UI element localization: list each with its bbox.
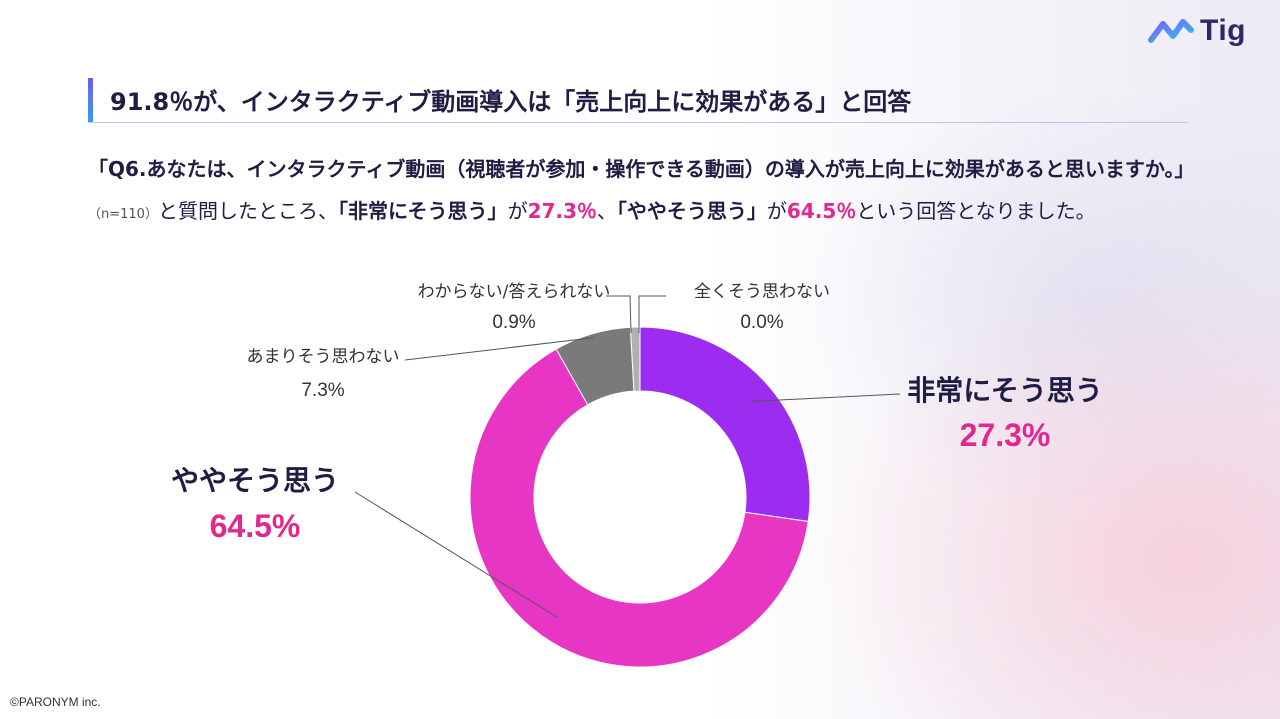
particle-ga-1: が — [507, 199, 528, 223]
heading-accent-bar — [88, 78, 93, 122]
slice-label-3: わからない/答えられない — [418, 282, 611, 302]
slice-value-2: 7.3% — [301, 380, 344, 401]
question-paragraph: 「Q6.あなたは、インタラクティブ動画（視聴者が参加・操作できる動画）の導入が売… — [88, 148, 1198, 236]
donut-slice-1 — [469, 348, 809, 668]
slice-value-1: 64.5% — [210, 508, 301, 544]
donut-hole — [535, 392, 745, 602]
question-text: 「Q6.あなたは、インタラクティブ動画（視聴者が参加・操作できる動画）の導入が売… — [88, 157, 1195, 181]
leader-line-3 — [606, 295, 632, 334]
leader-line-0 — [750, 393, 901, 402]
question-ending: という回答となりました。 — [856, 199, 1096, 223]
slide-heading: 91.8％が、インタラクティブ動画導入は「売上向上に効果がある」と回答 — [88, 74, 1188, 123]
answer-strongly-agree: 「非常にそう思う」 — [337, 199, 508, 223]
page-title: 91.8％が、インタラクティブ動画導入は「売上向上に効果がある」と回答 — [110, 88, 912, 116]
leader-line-2 — [404, 337, 594, 361]
donut-slice-0 — [639, 326, 811, 523]
brand-name: Tig — [1200, 14, 1246, 47]
sample-size: （n=110） — [88, 207, 158, 222]
particle-ga-2: が — [766, 199, 787, 223]
brand-logo: Tig — [1148, 14, 1246, 48]
pct-strongly-agree: 27.3％ — [527, 199, 597, 223]
tig-logo-icon — [1148, 19, 1195, 43]
slice-label-1: ややそう思う — [171, 464, 339, 497]
slice-value-4: 0.0% — [740, 312, 783, 333]
donut-slice-3 — [629, 326, 641, 392]
question-connector: と質問したところ、 — [157, 199, 338, 223]
slice-label-4: 全くそう思わない — [694, 282, 830, 302]
slice-label-0: 非常にそう思う — [907, 374, 1102, 407]
slice-value-3: 0.9% — [492, 312, 535, 333]
answer-somewhat-agree: 「ややそう思う」 — [616, 199, 767, 223]
slice-value-0: 27.3% — [960, 417, 1051, 453]
copyright: ©PARONYM inc. — [10, 695, 101, 709]
comma: 、 — [596, 199, 617, 223]
leader-line-1 — [354, 491, 558, 618]
pct-somewhat-agree: 64.5％ — [786, 199, 857, 223]
leader-line-4 — [638, 295, 666, 333]
slice-label-2: あまりそう思わない — [247, 347, 400, 367]
